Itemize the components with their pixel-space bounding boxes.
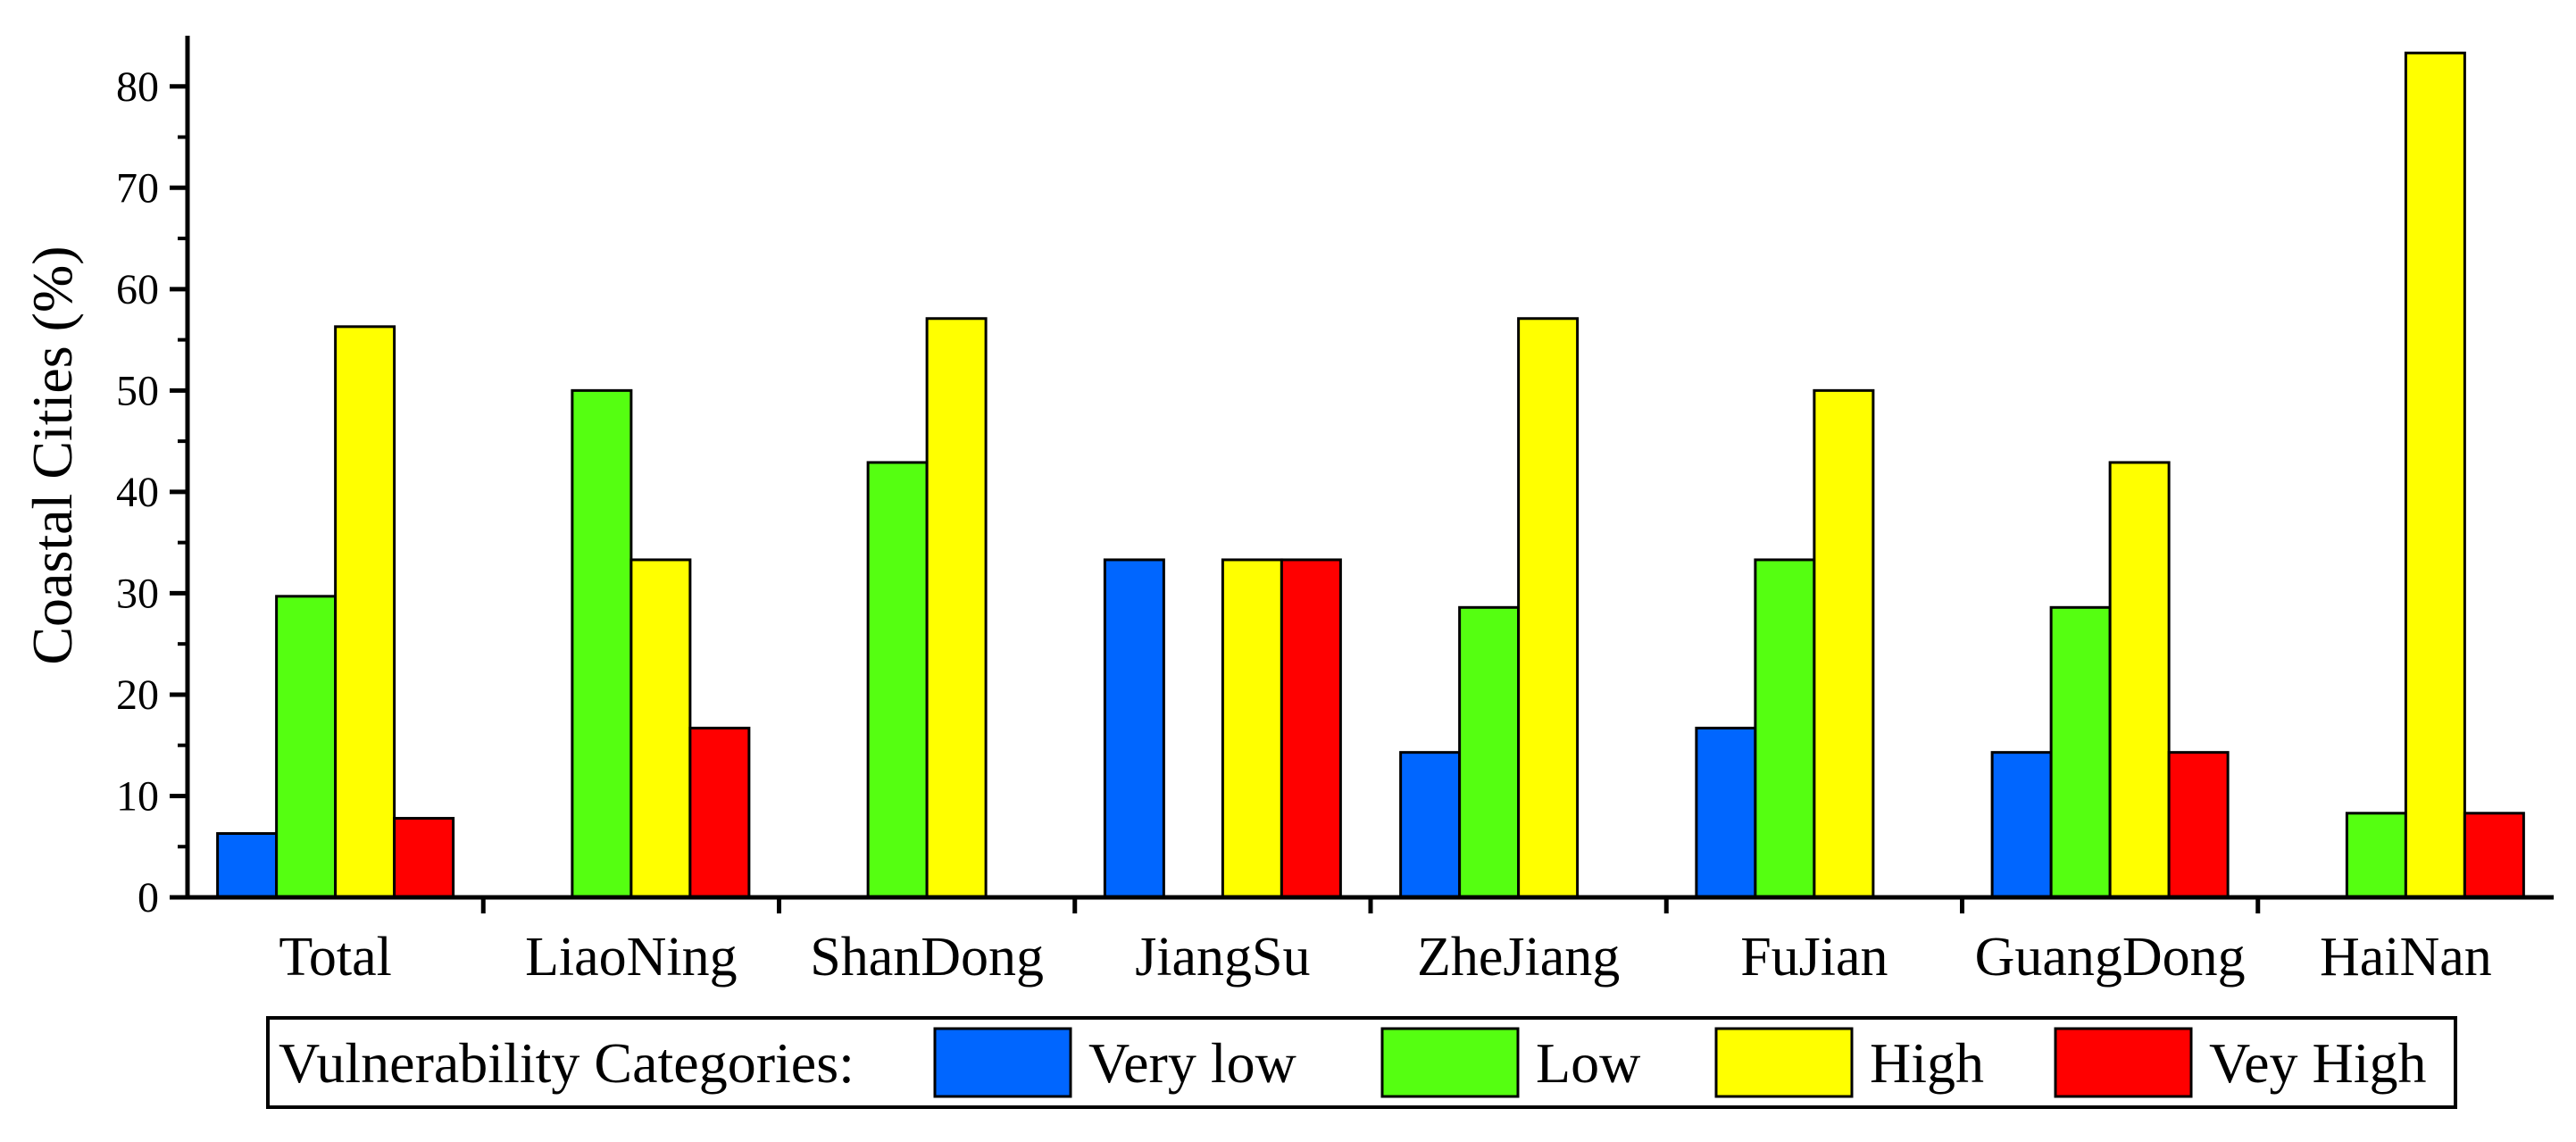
legend-box bbox=[266, 1016, 2457, 1109]
x-tick-label: LiaoNing bbox=[525, 927, 738, 988]
bar-high-total bbox=[334, 325, 396, 899]
y-axis-label: Coastal Cities (%) bbox=[21, 246, 84, 664]
legend-swatch-high bbox=[1714, 1027, 1854, 1098]
legend-label-very-low: Very low bbox=[1088, 1031, 1296, 1095]
legend-label-high: High bbox=[1870, 1031, 1984, 1095]
y-tick-label: 30 bbox=[116, 570, 159, 617]
y-axis-ticks: 0 10 20 30 40 50 60 70 80 bbox=[116, 63, 188, 921]
bar-vey-high-guangdong bbox=[2167, 751, 2230, 899]
x-tick-label: Total bbox=[279, 927, 392, 988]
legend-items: Very low Low High Vey High bbox=[933, 1027, 2427, 1098]
bar-very-low-zhejiang bbox=[1399, 751, 1462, 899]
legend-swatch-vey-high bbox=[2054, 1027, 2193, 1098]
y-tick-label: 60 bbox=[116, 266, 159, 313]
legend-swatch-low bbox=[1380, 1027, 1520, 1098]
x-tick-label: ZheJiang bbox=[1417, 927, 1620, 988]
bar-vey-high-total bbox=[393, 816, 455, 899]
legend-label-low: Low bbox=[1536, 1031, 1640, 1095]
x-tick-label: JiangSu bbox=[1135, 927, 1310, 988]
x-tick-label: GuangDong bbox=[1975, 927, 2246, 988]
bar-low-hainan bbox=[2345, 812, 2407, 899]
bars-group bbox=[216, 51, 2525, 899]
legend-title: Vulnerability Categories: bbox=[279, 1031, 854, 1095]
legend: Vulnerability Categories: Very low Low Hig… bbox=[266, 1016, 2457, 1109]
y-tick-label: 10 bbox=[116, 772, 159, 820]
bar-high-jiangsu bbox=[1221, 558, 1283, 899]
x-axis-ticks: Total LiaoNing ShanDong JiangSu ZheJiang FuJi… bbox=[279, 897, 2492, 988]
y-tick-label: 20 bbox=[116, 671, 159, 719]
y-tick-label: 70 bbox=[116, 164, 159, 212]
bar-vey-high-liaoning bbox=[688, 726, 751, 899]
bar-high-hainan bbox=[2404, 51, 2466, 899]
x-tick-label: ShanDong bbox=[810, 927, 1044, 988]
bar-low-zhejiang bbox=[1458, 605, 1521, 899]
bar-vey-high-jiangsu bbox=[1280, 558, 1342, 899]
x-tick-label: FuJian bbox=[1740, 927, 1888, 988]
bar-low-fujian bbox=[1754, 558, 1816, 899]
legend-label-vey-high: Vey High bbox=[2209, 1031, 2427, 1095]
legend-swatch-very-low bbox=[933, 1027, 1072, 1098]
y-tick-label: 50 bbox=[116, 367, 159, 414]
bar-vey-high-hainan bbox=[2463, 812, 2525, 899]
x-tick-label: HaiNan bbox=[2320, 927, 2492, 988]
y-tick-label: 40 bbox=[116, 469, 159, 516]
bar-low-total bbox=[275, 595, 338, 899]
y-tick-label: 80 bbox=[116, 63, 159, 111]
bar-low-liaoning bbox=[571, 388, 633, 899]
bar-low-shandong bbox=[866, 461, 929, 899]
bar-low-guangdong bbox=[2049, 605, 2112, 899]
bar-high-liaoning bbox=[629, 558, 692, 899]
bar-high-guangdong bbox=[2108, 461, 2171, 899]
bar-very-low-guangdong bbox=[1990, 751, 2053, 899]
bar-very-low-fujian bbox=[1695, 726, 1757, 899]
bar-very-low-jiangsu bbox=[1103, 558, 1165, 899]
bar-high-shandong bbox=[925, 317, 988, 899]
bar-very-low-total bbox=[216, 831, 279, 899]
y-tick-label: 0 bbox=[138, 874, 159, 921]
bar-high-fujian bbox=[1813, 388, 1875, 899]
bar-high-zhejiang bbox=[1517, 317, 1580, 899]
